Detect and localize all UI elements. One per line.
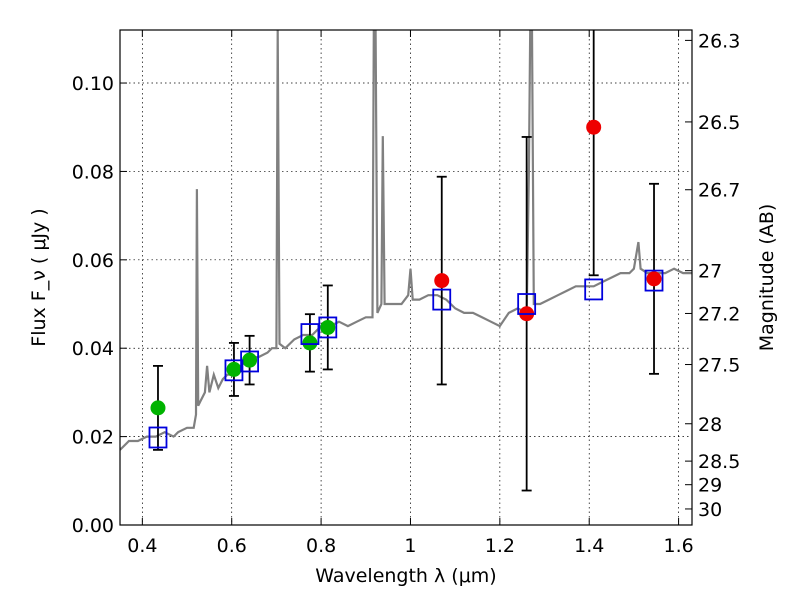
y2-tick-label: 29 [698, 475, 722, 497]
y-tick-label: 0.10 [72, 73, 114, 95]
y2-tick-label: 28.5 [698, 451, 740, 473]
model-point [432, 288, 452, 311]
data-point [150, 400, 166, 416]
x-tick-label: 1.4 [574, 535, 604, 557]
model-point [240, 350, 259, 373]
data-point [646, 271, 662, 287]
x-tick-label: 0.4 [127, 535, 157, 557]
y-tick-label: 0.04 [72, 338, 114, 360]
y2-axis-label: Magnitude (AB) [756, 204, 778, 352]
data-point [226, 361, 242, 377]
data-point [320, 319, 336, 335]
model-point [644, 269, 664, 292]
y-tick-label: 0.06 [72, 250, 114, 272]
grid-lines [120, 30, 692, 526]
model-spectrum [120, 30, 692, 451]
y-tick-label: 0.00 [72, 515, 114, 537]
model-point [517, 293, 537, 315]
x-tick-label: 1.2 [485, 535, 515, 557]
y2-tick-label: 26.3 [698, 30, 740, 52]
plot-frame [119, 29, 693, 526]
y2-tick-label: 26.7 [698, 180, 740, 202]
data-point [302, 335, 318, 351]
y-tick-label: 0.08 [72, 161, 114, 183]
x-tick-label: 0.6 [217, 535, 247, 557]
error-bars [152, 30, 660, 492]
data-point [586, 119, 602, 135]
tick-marks [120, 30, 692, 526]
model-point [224, 359, 244, 382]
y-axis-label: Flux F_ν ( μJy ) [28, 208, 50, 346]
x-tick-labels: 0.4 0.6 0.8 1 1.2 1.4 1.6 [127, 535, 693, 557]
spectrum-line [120, 30, 692, 451]
y2-tick-label: 27.2 [698, 303, 740, 325]
y-tick-label: 0.02 [72, 427, 114, 449]
model-point [318, 316, 338, 339]
y2-tick-label: 28 [698, 414, 722, 436]
y-tick-labels: 0.00 0.02 0.04 0.06 0.08 0.10 [72, 73, 114, 537]
y2-tick-label: 27.5 [698, 355, 740, 377]
x-tick-label: 1.6 [663, 535, 693, 557]
model-point [148, 426, 168, 449]
x-tick-label: 0.8 [306, 535, 336, 557]
x-axis-label: Wavelength λ (μm) [315, 565, 496, 587]
data-point [242, 352, 258, 368]
x-tick-label: 1 [404, 535, 416, 557]
y2-tick-label: 26.5 [698, 112, 740, 134]
y2-tick-label: 30 [698, 499, 722, 521]
data-markers [148, 119, 664, 449]
y2-tick-label: 27 [698, 261, 722, 283]
model-point [584, 278, 604, 301]
data-point [434, 273, 450, 289]
